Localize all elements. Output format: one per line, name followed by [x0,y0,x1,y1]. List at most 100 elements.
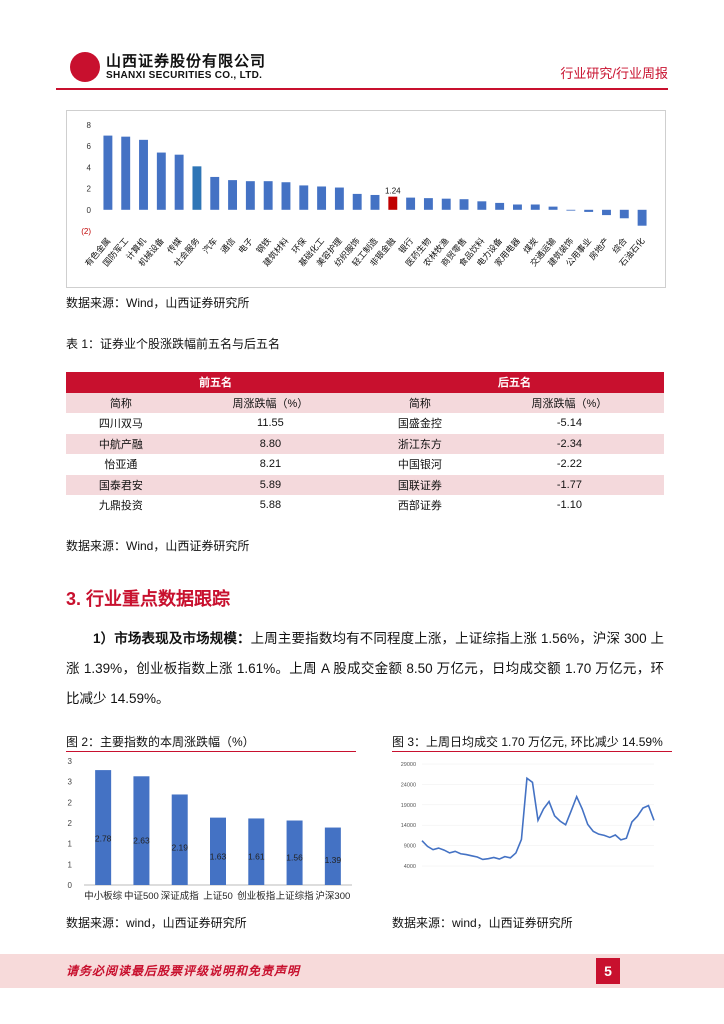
data-label: 2.78 [95,833,112,843]
category-label: 中小板综 [84,890,123,902]
securities-ranking-table: 前五名 后五名 简称 周涨跌幅（%） 简称 周涨跌幅（%） 四川双马 11.55… [66,372,664,516]
market-paragraph: 1）市场表现及市场规模：上周主要指数均有不同程度上涨，上证综指上涨 1.56%，… [66,624,664,714]
bar-建筑装饰 [566,209,576,211]
category-label: 上证50 [203,891,233,902]
figure2-source: 数据来源：wind，山西证券研究所 [66,916,247,930]
category-label: 上证综指 [276,890,315,902]
bar-创业板指 [248,818,265,885]
category-label: 通信 [218,235,237,255]
bar-沪深300 [324,827,341,885]
y-tick-label: 4 [87,163,92,172]
y-tick-label: 19000 [401,803,416,809]
table-row: 中航产融 8.80 浙江东方 -2.34 [66,433,664,454]
bar-汽车 [210,176,220,210]
bar-钢铁 [263,181,273,210]
y-tick-label: 3 [68,778,73,787]
table-row: 四川双马 11.55 国盛金控 -5.14 [66,413,664,434]
figure3-source: 数据来源：wind，山西证券研究所 [392,916,573,930]
y-tick-label: 14000 [401,823,416,829]
category-label: 中证500 [124,890,159,902]
top-stock-name: 中航产融 [66,433,176,454]
top-stock-change: 5.89 [175,474,365,495]
index-weekly-change-chart: 3 3 2 2 1 1 0 2.78 中小板综 2.63 中证500 2.19 深证成指 1.63 上证50… [68,757,352,902]
figure3-caption: 图 3：上周日均成交 1.70 万亿元, 环比减少 14.59% [392,735,663,749]
y-tick-label: 0 [68,881,73,890]
bar-传媒 [174,154,184,210]
top-stock-name: 怡亚通 [66,454,176,475]
figure3-rule [392,751,672,752]
y-tick-label: 4000 [404,864,416,870]
y-tick-label: 1 [68,860,73,869]
category-label: 电子 [236,235,255,255]
col-name-header: 简称 [364,392,475,413]
category-label: 沪深300 [315,890,350,902]
category-label: 深证成指 [161,890,200,902]
col-change-header: 周涨跌幅（%） [474,392,664,413]
bottom-stock-change: -1.77 [474,474,664,495]
top-stock-change: 5.88 [175,495,365,516]
bottom-stock-name: 浙江东方 [364,433,475,454]
top-stock-name: 四川双马 [66,413,176,434]
y-tick-label: 6 [87,142,92,151]
bar-商贸零售 [459,199,469,210]
top-stock-name: 九鼎投资 [66,495,176,516]
bar-非银金融 [388,196,398,210]
table-row: 怡亚通 8.21 中国银河 -2.22 [66,454,664,475]
bottom-stock-change: -2.22 [474,454,664,475]
bar-上证50 [210,817,226,885]
company-name-cn: 山西证券股份有限公司 [106,53,267,70]
report-type: 行业研究/行业周报 [560,66,668,81]
paragraph-lead: 1）市场表现及市场规模： [93,631,251,646]
bar-社会服务 [192,166,202,210]
y-tick-label: 2 [68,798,73,807]
bar-综合 [619,209,629,219]
bar-国防军工 [121,136,131,210]
data-label: 1.39 [325,855,342,865]
bar-银行 [406,197,416,210]
top-stock-change: 8.80 [175,433,365,454]
bar-机械设备 [156,152,166,210]
bar-纺织服饰 [352,193,362,210]
col-name-header: 简称 [66,392,176,413]
y-tick-label: 3 [68,757,73,766]
daily-turnover-chart: 29000 24000 19000 14000 9000 4000 [401,762,655,870]
bar-环保 [299,185,309,210]
bottom-stock-name: 国联证券 [364,474,475,495]
bar-中小板综 [95,770,112,885]
company-name-en: SHANXI SECURITIES CO., LTD. [106,70,263,81]
y-tick-label: 0 [87,206,92,215]
bottom-stock-change: -2.34 [474,433,664,454]
section-title: 3. 行业重点数据跟踪 [66,589,231,609]
bar-中证500 [133,776,150,885]
bottom-stock-name: 西部证券 [364,495,475,516]
bar-建筑材料 [281,182,291,210]
bar-基础化工 [317,186,327,210]
data-label: 1.56 [286,852,303,862]
footer-disclaimer: 请务必阅读最后股票评级说明和免责声明 [66,964,301,978]
top-five-header: 前五名 [66,372,365,393]
top-chart-source: 数据来源：Wind，山西证券研究所 [66,296,250,310]
y-tick-label: 8 [87,121,92,130]
data-label: 2.19 [171,843,188,853]
category-label: 房地产 [587,236,611,262]
bar-农林牧渔 [441,198,451,210]
bottom-stock-change: -5.14 [474,413,664,434]
bar-食品饮料 [477,201,487,210]
bar-交通运输 [548,206,558,210]
figure2-rule [66,751,356,752]
bar-通信 [228,180,237,210]
col-change-header: 周涨跌幅（%） [175,392,365,413]
data-label: 2.63 [133,836,150,846]
bar-美容护理 [334,187,344,210]
top-stock-name: 国泰君安 [66,474,176,495]
y-tick-label: 29000 [401,762,416,768]
bar-电力设备 [495,202,505,210]
y-tick-label: 9000 [404,844,416,850]
table-row: 九鼎投资 5.88 西部证券 -1.10 [66,495,664,516]
header-divider [56,88,668,90]
bottom-five-header: 后五名 [364,372,664,393]
y-tick-label: (2) [81,227,91,236]
bar-医药生物 [423,198,433,210]
bar-有色金属 [103,135,113,210]
data-label: 1.61 [248,852,265,862]
